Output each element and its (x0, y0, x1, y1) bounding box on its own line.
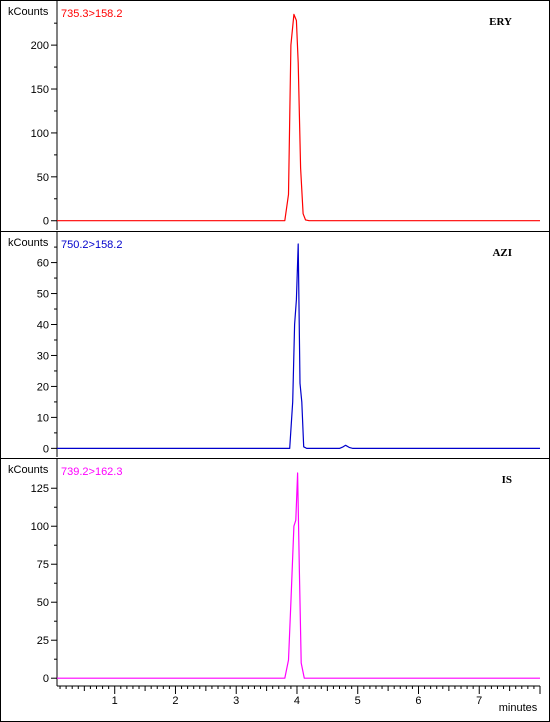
y-tick-label: 100 (31, 521, 49, 533)
compound-label: AZI (492, 247, 512, 259)
y-tick-label: 25 (37, 635, 49, 647)
x-tick-label: 4 (294, 695, 300, 707)
compound-label: IS (502, 474, 512, 486)
y-tick-label: 0 (43, 673, 49, 685)
y-tick-label: 0 (43, 443, 49, 455)
chart-panel-ery: kCounts 0 50 100 150 200 735.3>158.2 ERY (8, 1, 540, 230)
y-tick-label: 40 (37, 320, 49, 332)
trace-line-azi (57, 243, 540, 449)
y-tick-label: 50 (37, 172, 49, 184)
x-tick-label: 2 (172, 695, 178, 707)
x-tick-label: 1 (112, 695, 118, 707)
y-tick-label: 10 (37, 412, 49, 424)
y-tick-label: 60 (37, 258, 49, 270)
y-tick-label: 150 (31, 84, 49, 96)
y-tick-label: 50 (37, 597, 49, 609)
transition-label: 735.3>158.2 (61, 8, 122, 20)
y-tick-label: 0 (43, 216, 49, 228)
chart-panel-azi: kCounts 0 10 20 30 40 50 60 750.2>158.2 AZI (0, 231, 550, 457)
x-tick-label: 6 (415, 695, 421, 707)
transition-label: 739.2>162.3 (61, 466, 122, 478)
y-tick-label: 100 (31, 128, 49, 140)
trace-line-is (57, 472, 540, 679)
y-tick-label: 200 (31, 40, 49, 52)
x-tick-label: 7 (476, 695, 482, 707)
y-tick-label: 75 (37, 559, 49, 571)
x-tick-label: 3 (233, 695, 239, 707)
transition-label: 750.2>158.2 (61, 239, 122, 251)
y-unit-label: kCounts (8, 464, 49, 476)
x-tick-label: 5 (355, 695, 361, 707)
time-axis: 1 2 3 4 5 6 7 minutes (57, 685, 541, 714)
chart-panel-is: kCounts 0 25 50 75 100 125 739.2>162.3 IS (0, 458, 550, 686)
compound-label: ERY (489, 16, 512, 28)
y-tick-label: 125 (31, 483, 49, 495)
x-axis-label: minutes (499, 702, 538, 714)
y-tick-label: 50 (37, 289, 49, 301)
y-tick-label: 30 (37, 350, 49, 362)
trace-line-ery (57, 13, 540, 222)
y-unit-label: kCounts (8, 6, 49, 18)
y-unit-label: kCounts (8, 237, 49, 249)
y-tick-label: 20 (37, 381, 49, 393)
